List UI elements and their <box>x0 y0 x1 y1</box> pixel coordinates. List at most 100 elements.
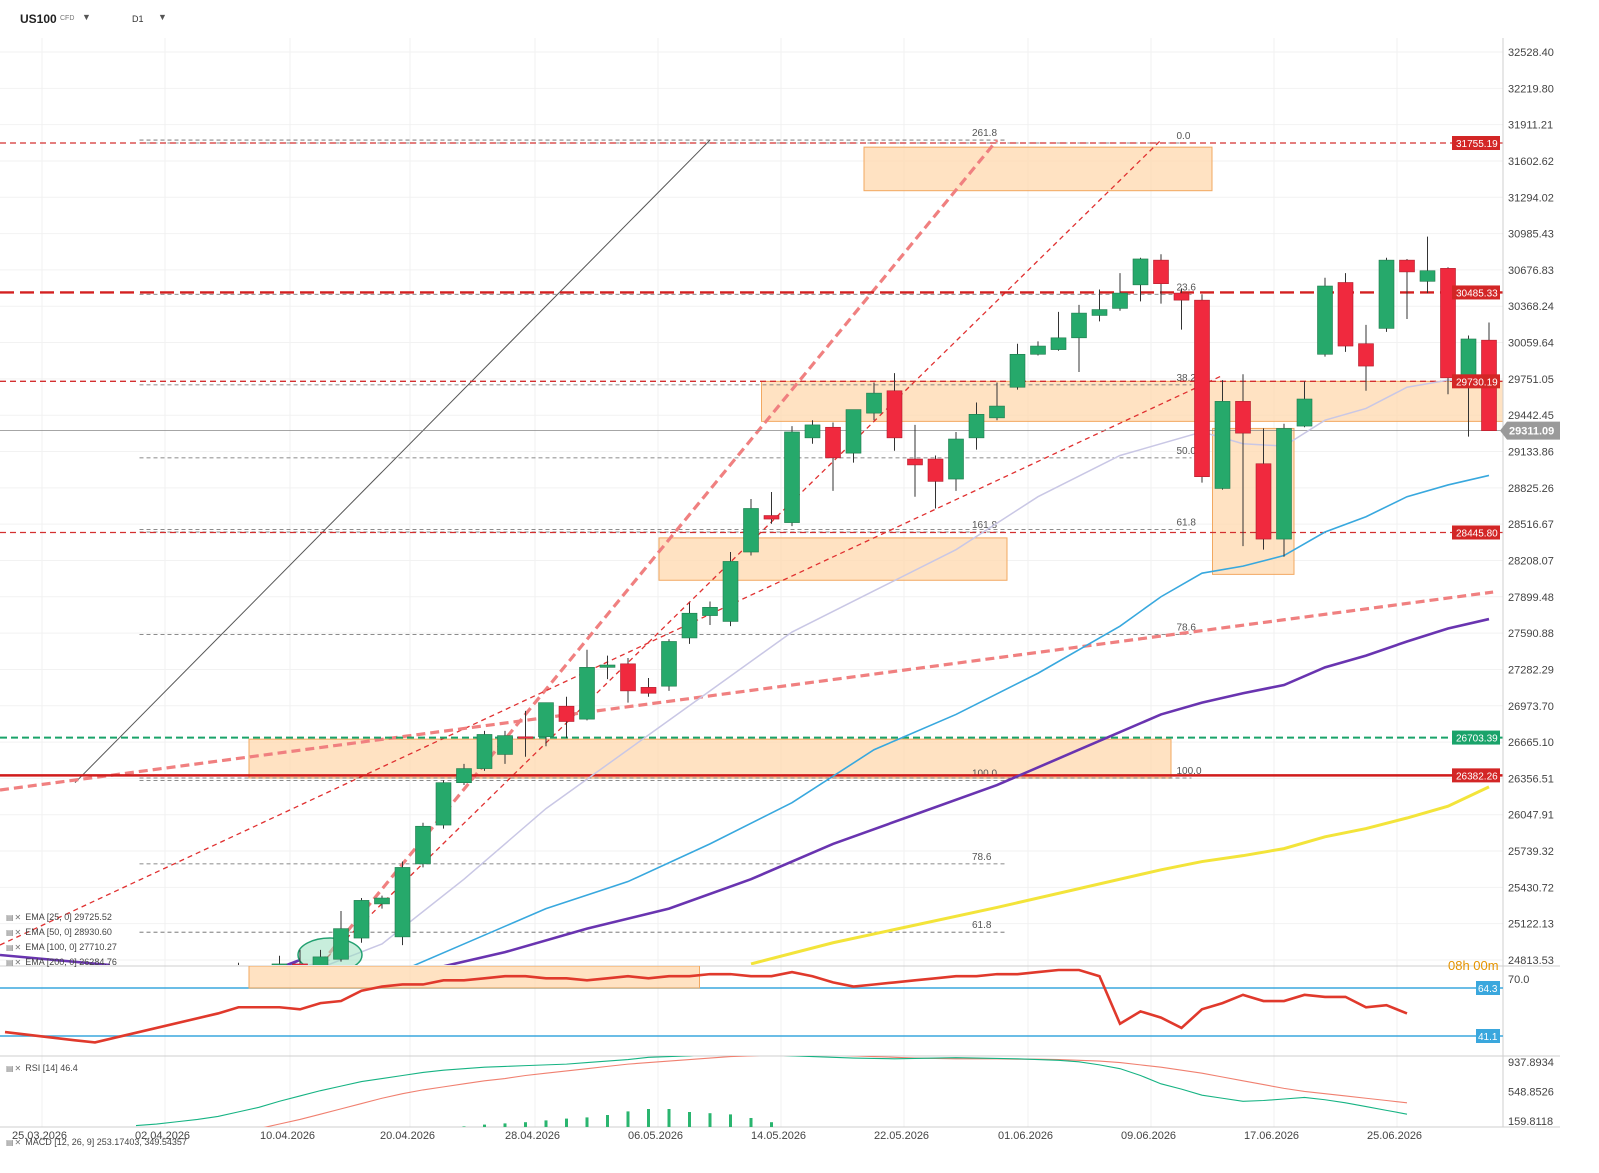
macd-histogram-bar <box>544 1120 548 1127</box>
macd-panel <box>135 1056 1408 1127</box>
price-tag <box>1452 525 1500 540</box>
instrument-type: CFD <box>60 15 75 22</box>
macd-histogram-bar <box>462 1126 466 1127</box>
price-axis-tick-label: 30985.43 <box>1508 229 1554 241</box>
symbol-name[interactable]: US100 <box>20 12 57 26</box>
legend-macd-label: MACD [12, 26, 9] 253.17403, 349.54357 <box>25 1137 187 1147</box>
candle-bullish <box>1050 337 1067 350</box>
legend-ema-100[interactable]: ▤✕ EMA [100, 0] 27710.27 <box>6 942 117 952</box>
price-axis-tick-label: 26665.10 <box>1508 737 1554 749</box>
rsi-lower-tag-label: 41.1 <box>1478 1032 1498 1043</box>
price-axis-tick-label: 32219.80 <box>1508 83 1554 95</box>
candle-bearish <box>1440 268 1456 379</box>
candle-bullish <box>353 900 370 939</box>
macd-histogram-bar <box>503 1123 507 1127</box>
price-axis-tick-label: 26973.70 <box>1508 701 1554 713</box>
fib-level-label: 78.6 <box>1177 622 1197 633</box>
candle-bearish <box>292 963 308 965</box>
candle-bearish <box>640 687 657 694</box>
rsi-lower-tag <box>1476 1029 1500 1043</box>
legend-settings-icon[interactable]: ▤✕ <box>6 943 23 952</box>
ema-50-line <box>289 474 1490 965</box>
candle-bearish <box>1194 299 1210 477</box>
candle-bullish <box>784 431 800 523</box>
price-axis-tick-label: 28825.26 <box>1508 483 1554 495</box>
current-price-label: 29311.09 <box>1509 426 1554 438</box>
candle-bearish <box>886 390 903 439</box>
fib-level-label: 261.8 <box>972 128 997 139</box>
candle-bullish <box>968 414 985 439</box>
candle-bullish <box>661 641 677 687</box>
timeframe-dropdown-chevron-icon[interactable]: ▼ <box>158 12 167 22</box>
main-panel: 0.0 23.6 38.2 50.0 61.8 78.6 100.0 261.8 161.8 10… <box>0 128 1503 985</box>
price-axis-tick-label: 26047.91 <box>1508 810 1554 822</box>
candle-bearish <box>1255 463 1272 540</box>
candle-bullish <box>1378 259 1395 329</box>
price-axis-tick-label: 31294.02 <box>1508 192 1554 204</box>
candle-bearish <box>1358 343 1374 367</box>
candle-bullish <box>1030 345 1046 355</box>
supply-demand-zone-rsi <box>248 966 700 989</box>
price-axis-tick-label: 28516.67 <box>1508 519 1554 531</box>
legend-settings-icon[interactable]: ▤✕ <box>6 913 23 922</box>
chart-toolbar: US100 CFD ▼ D1 ▼ <box>0 0 400 34</box>
macd-axis-tick-label: 937.8934 <box>1508 1057 1554 1069</box>
candle-bearish <box>907 458 923 466</box>
price-tag-label: 31755.19 <box>1456 139 1498 150</box>
price-tag-label: 30485.33 <box>1456 288 1498 299</box>
fib-level-label: 23.6 <box>1177 282 1197 293</box>
legend-settings-icon[interactable]: ▤✕ <box>6 958 23 967</box>
price-tag <box>1452 768 1500 783</box>
candle-bullish <box>312 956 329 965</box>
macd-histogram-bar <box>749 1118 753 1127</box>
price-axis-tick-label: 30059.64 <box>1508 338 1554 350</box>
candle-bullish <box>374 897 390 905</box>
price-axis-tick-label: 28208.07 <box>1508 555 1554 567</box>
candle-bullish <box>599 664 616 668</box>
candle-bullish <box>579 667 595 720</box>
timeframe-selector[interactable]: D1 <box>132 14 144 24</box>
trend-line <box>319 139 999 965</box>
time-axis-tick-label: 10.04.2026 <box>260 1130 315 1142</box>
candle-bullish <box>271 963 288 965</box>
legend-ema-25-label: EMA [25, 0] 29725.52 <box>25 912 112 922</box>
price-axis-tick-label: 25122.13 <box>1508 919 1554 931</box>
macd-histogram-bar <box>647 1109 650 1127</box>
trend-line <box>0 374 1223 946</box>
legend-ema-50[interactable]: ▤✕ EMA [50, 0] 28930.60 <box>6 927 112 937</box>
legend-macd[interactable]: ▤✕ MACD [12, 26, 9] 253.17403, 349.54357 <box>6 1137 187 1147</box>
price-tag <box>1452 374 1500 389</box>
legend-ema-200[interactable]: ▤✕ EMA [200, 0] 26284.76 <box>6 957 117 967</box>
candle-bearish <box>1153 259 1169 284</box>
rsi-panel <box>0 966 1503 1044</box>
legend-rsi[interactable]: ▤✕ RSI [14] 46.4 <box>6 1063 78 1073</box>
candle-bearish <box>927 458 944 482</box>
candle-bullish <box>1214 401 1231 489</box>
price-tag-label: 26703.39 <box>1456 734 1498 745</box>
time-axis-tick-label: 20.04.2026 <box>380 1130 435 1142</box>
macd-histogram-bar <box>585 1117 589 1127</box>
price-axis-tick-label: 31911.21 <box>1508 120 1553 132</box>
price-axis-tick-label: 25739.32 <box>1508 846 1554 858</box>
macd-histogram-bar <box>729 1114 732 1127</box>
legend-settings-icon[interactable]: ▤✕ <box>6 1138 23 1147</box>
symbol-dropdown-chevron-icon[interactable]: ▼ <box>82 12 91 22</box>
legend-settings-icon[interactable]: ▤✕ <box>6 1064 23 1073</box>
candle-bullish <box>845 409 862 454</box>
price-axis-tick-label: 27282.29 <box>1508 664 1554 676</box>
time-axis-tick-label: 28.04.2026 <box>505 1130 560 1142</box>
price-tag-label: 26382.26 <box>1456 771 1498 782</box>
candle-bullish <box>435 782 452 826</box>
candle-bearish <box>1173 292 1190 301</box>
current-price-tag <box>1500 421 1560 440</box>
price-tag <box>1452 730 1500 745</box>
candle-bullish <box>211 973 226 985</box>
macd-histogram-bar <box>770 1122 773 1127</box>
macd-histogram-bar <box>606 1115 609 1127</box>
fib-level-label: 78.6 <box>972 852 992 863</box>
fib-level-label: 100.0 <box>972 768 997 779</box>
legend-settings-icon[interactable]: ▤✕ <box>6 928 23 937</box>
legend-ema-25[interactable]: ▤✕ EMA [25, 0] 29725.52 <box>6 912 112 922</box>
time-axis-tick-label: 22.05.2026 <box>874 1130 929 1142</box>
